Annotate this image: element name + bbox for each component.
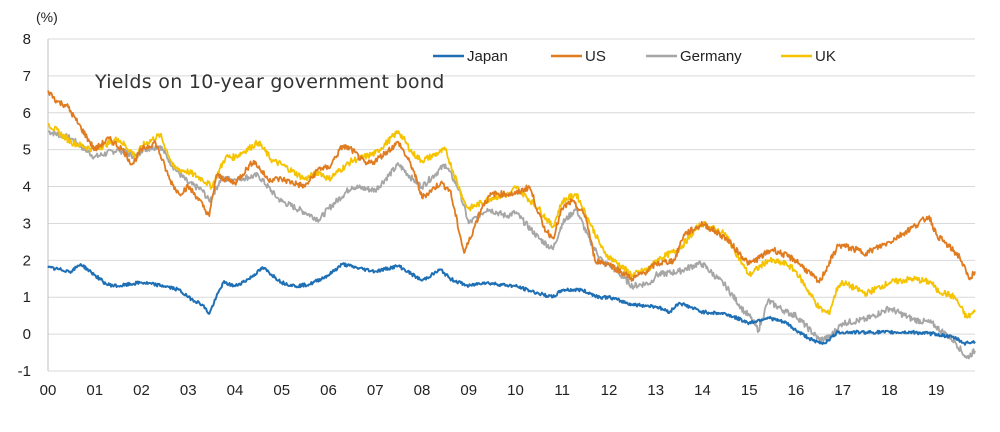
x-tick-label: 11 xyxy=(554,382,570,399)
x-tick-label: 12 xyxy=(601,382,618,399)
x-tick-label: 01 xyxy=(86,382,103,399)
gridlines xyxy=(47,38,975,372)
x-tick-label: 10 xyxy=(507,382,524,399)
series-line-germany xyxy=(47,129,976,360)
series-line-japan xyxy=(47,262,976,346)
x-tick-label: 19 xyxy=(928,382,945,399)
chart-title: Yields on 10-year government bond xyxy=(94,71,445,93)
legend-label-japan: Japan xyxy=(467,48,508,65)
x-tick-label: 16 xyxy=(788,382,805,399)
y-tick-label: 2 xyxy=(23,252,31,269)
legend-label-us: US xyxy=(585,48,606,65)
y-axis-unit-label: (%) xyxy=(36,9,58,25)
x-tick-label: 05 xyxy=(273,382,290,399)
series-line-us xyxy=(47,90,976,284)
y-tick-label: 4 xyxy=(23,179,31,196)
x-tick-label: 04 xyxy=(227,382,244,399)
x-tick-label: 00 xyxy=(40,382,57,399)
y-axis-tick-labels: 8 7 6 5 4 3 2 1 0 -1 xyxy=(18,31,31,380)
y-tick-label: 5 xyxy=(23,142,31,159)
legend: Japan US Germany UK xyxy=(433,48,836,65)
y-tick-label: 1 xyxy=(23,289,31,306)
x-tick-label: 18 xyxy=(881,382,898,399)
x-tick-label: 13 xyxy=(647,382,664,399)
x-tick-label: 02 xyxy=(133,382,150,399)
x-tick-label: 17 xyxy=(834,382,851,399)
x-tick-label: 15 xyxy=(741,382,758,399)
y-tick-label: 7 xyxy=(23,68,31,85)
y-tick-label: 0 xyxy=(23,326,31,343)
x-tick-label: 09 xyxy=(460,382,477,399)
x-tick-label: 03 xyxy=(180,382,197,399)
legend-label-germany: Germany xyxy=(680,48,742,65)
y-tick-label: 8 xyxy=(23,31,31,48)
x-tick-label: 07 xyxy=(367,382,384,399)
y-tick-label: 6 xyxy=(23,105,31,122)
x-axis-tick-labels: 00 01 02 03 04 05 06 07 08 09 10 11 12 13 14 15 16 17 18 19 xyxy=(40,382,945,399)
x-tick-label: 08 xyxy=(414,382,431,399)
x-tick-label: 06 xyxy=(320,382,337,399)
legend-label-uk: UK xyxy=(815,48,836,65)
series-line-uk xyxy=(47,122,976,319)
y-tick-label: -1 xyxy=(18,363,31,380)
x-tick-label: 14 xyxy=(694,382,711,399)
y-tick-label: 3 xyxy=(23,215,31,232)
series-lines xyxy=(47,90,976,360)
